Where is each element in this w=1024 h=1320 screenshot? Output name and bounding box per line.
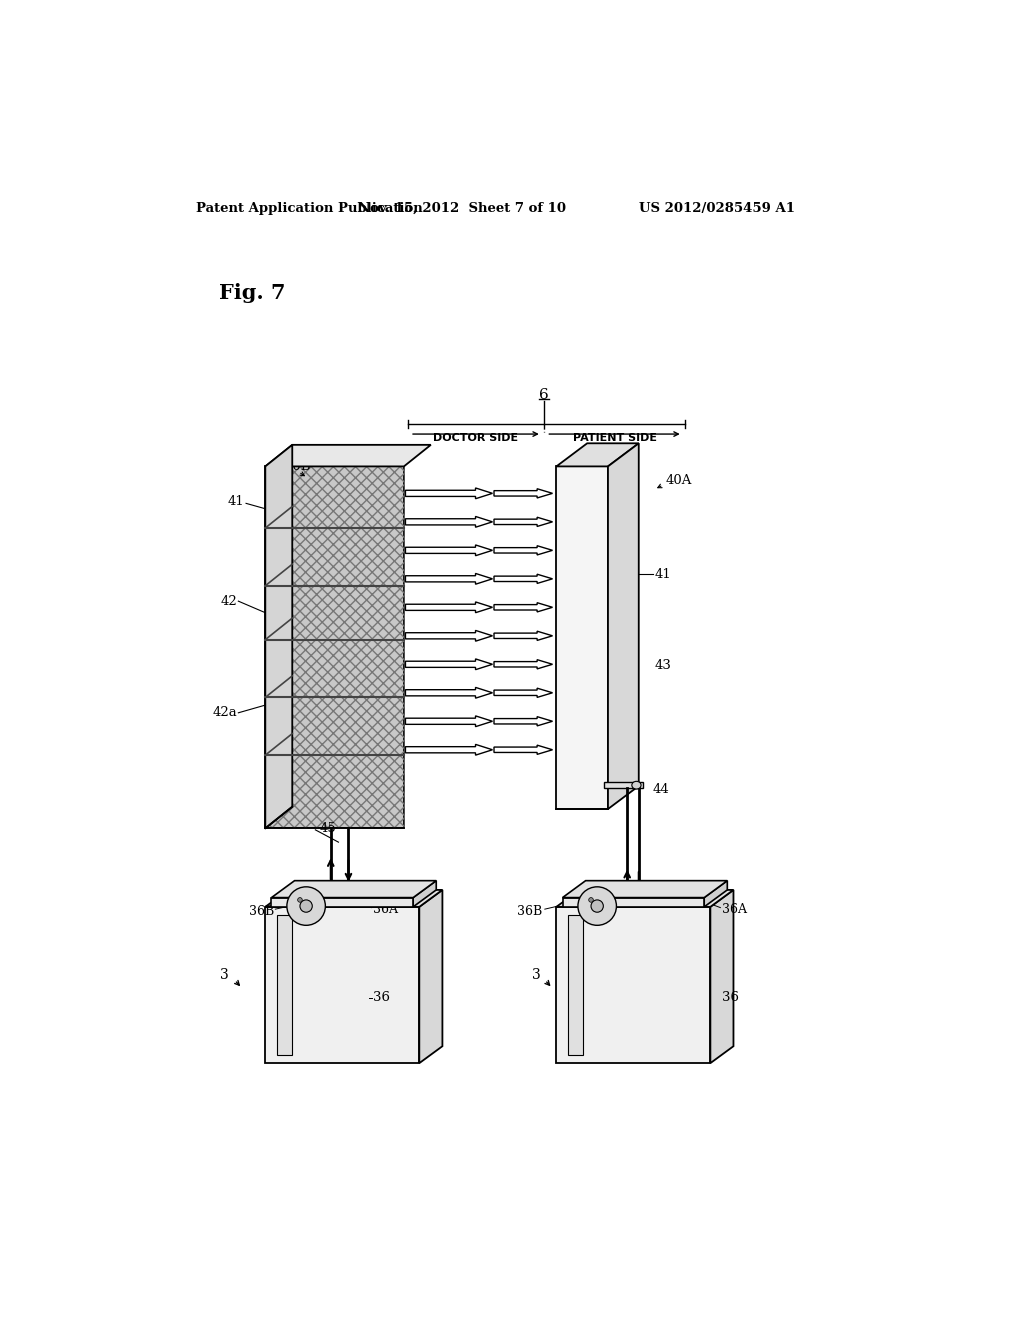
Text: 41: 41 [654,568,671,581]
Polygon shape [556,890,733,907]
Polygon shape [494,717,553,726]
Polygon shape [494,688,553,697]
Circle shape [589,898,593,903]
Polygon shape [604,781,643,788]
Polygon shape [406,744,493,755]
Text: 45: 45 [319,822,337,834]
Polygon shape [494,744,553,755]
Polygon shape [494,660,553,669]
Polygon shape [608,444,639,809]
Polygon shape [406,488,493,499]
Text: 36B: 36B [517,906,543,917]
Circle shape [578,887,616,925]
Text: 43: 43 [654,659,671,672]
Polygon shape [556,466,608,809]
Circle shape [300,900,312,912]
Text: 42: 42 [220,594,237,607]
Polygon shape [494,574,553,583]
Polygon shape [265,445,431,466]
Text: Fig. 7: Fig. 7 [219,284,286,304]
Polygon shape [406,516,493,527]
Polygon shape [406,631,493,642]
Polygon shape [406,688,493,698]
Polygon shape [406,573,493,585]
Polygon shape [406,659,493,669]
Text: 44: 44 [652,783,670,796]
Text: 36: 36 [722,991,739,1005]
Text: 42a: 42a [212,706,237,719]
Circle shape [298,898,302,903]
Text: 40B: 40B [285,459,311,473]
Circle shape [287,887,326,925]
Text: 36A: 36A [722,903,746,916]
Polygon shape [265,890,442,907]
Polygon shape [276,915,292,1056]
Text: PATIENT SIDE: PATIENT SIDE [572,433,656,444]
Text: 36: 36 [373,991,390,1005]
Text: 3: 3 [220,968,229,982]
Polygon shape [271,880,436,898]
Polygon shape [265,907,419,1063]
Polygon shape [494,603,553,612]
Polygon shape [271,898,413,907]
Polygon shape [562,898,705,907]
Polygon shape [494,545,553,554]
Text: 41: 41 [227,495,245,508]
Polygon shape [265,445,292,829]
Polygon shape [562,880,727,898]
Polygon shape [556,907,711,1063]
Polygon shape [705,880,727,907]
Polygon shape [265,466,403,829]
Text: 36B: 36B [249,906,273,917]
Polygon shape [413,880,436,907]
Text: 6: 6 [540,388,549,401]
Text: DOCTOR SIDE: DOCTOR SIDE [433,433,518,444]
Polygon shape [556,444,639,466]
Polygon shape [494,517,553,527]
Text: 40A: 40A [666,474,692,487]
Polygon shape [406,715,493,726]
Polygon shape [494,631,553,640]
Circle shape [591,900,603,912]
Ellipse shape [632,781,641,789]
Polygon shape [419,890,442,1063]
Polygon shape [494,488,553,498]
Polygon shape [406,545,493,556]
Polygon shape [711,890,733,1063]
Text: US 2012/0285459 A1: US 2012/0285459 A1 [639,202,795,215]
Text: 36A: 36A [373,903,398,916]
Text: 3: 3 [532,968,541,982]
Polygon shape [568,915,584,1056]
Text: Nov. 15, 2012  Sheet 7 of 10: Nov. 15, 2012 Sheet 7 of 10 [357,202,565,215]
Polygon shape [406,602,493,612]
Text: Patent Application Publication: Patent Application Publication [196,202,423,215]
